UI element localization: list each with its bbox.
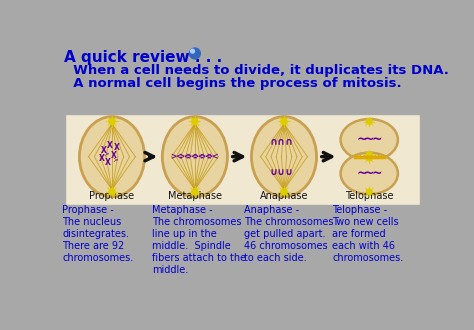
Text: ≻: ≻ — [112, 157, 118, 163]
Text: X: X — [101, 146, 107, 155]
Ellipse shape — [341, 119, 398, 161]
Ellipse shape — [162, 116, 228, 197]
Text: ∩: ∩ — [269, 136, 277, 147]
Ellipse shape — [251, 116, 317, 197]
Text: ~: ~ — [356, 133, 367, 146]
Text: ><: >< — [200, 152, 212, 161]
Circle shape — [190, 48, 201, 59]
Text: Telophase -
Two new cells
are formed
each with 46
chromosomes.: Telophase - Two new cells are formed eac… — [332, 205, 403, 263]
Text: Metaphase -
The chromosomes
line up in the
middle.  Spindle
fibers attach to the: Metaphase - The chromosomes line up in t… — [152, 205, 246, 275]
Text: X: X — [104, 158, 110, 167]
Text: When a cell needs to divide, it duplicates its DNA.: When a cell needs to divide, it duplicat… — [64, 64, 449, 77]
Ellipse shape — [80, 116, 145, 197]
Text: X: X — [110, 150, 117, 160]
Text: A normal cell begins the process of mitosis.: A normal cell begins the process of mito… — [64, 77, 401, 89]
Text: X: X — [99, 154, 105, 163]
Text: X: X — [107, 141, 112, 150]
Text: X: X — [114, 143, 119, 152]
Circle shape — [281, 118, 287, 124]
Text: Metaphase: Metaphase — [168, 191, 222, 201]
Text: ~: ~ — [364, 133, 374, 146]
Text: Anaphase: Anaphase — [260, 191, 308, 201]
Text: ~: ~ — [372, 133, 383, 146]
Circle shape — [109, 118, 115, 124]
Text: ~: ~ — [356, 167, 367, 180]
Circle shape — [109, 189, 115, 195]
Text: Telophase: Telophase — [345, 191, 393, 201]
Text: Prophase: Prophase — [90, 191, 135, 201]
Circle shape — [191, 49, 194, 53]
Text: Prophase -
The nucleus
disintegrates.
There are 92
chromosomes.: Prophase - The nucleus disintegrates. Th… — [63, 205, 134, 263]
Circle shape — [366, 189, 372, 194]
Circle shape — [192, 189, 198, 195]
Text: A quick review . . .: A quick review . . . — [64, 50, 222, 65]
Circle shape — [366, 119, 372, 124]
Circle shape — [366, 155, 372, 161]
Text: ≻: ≻ — [103, 150, 109, 156]
Text: ><: >< — [207, 152, 219, 161]
Text: ~: ~ — [364, 167, 374, 180]
Text: ><: >< — [178, 152, 191, 161]
Text: ><: >< — [171, 152, 183, 161]
Circle shape — [192, 118, 198, 124]
Ellipse shape — [341, 153, 398, 194]
Text: ~: ~ — [372, 167, 383, 180]
Circle shape — [366, 152, 372, 158]
Text: ∪: ∪ — [285, 167, 292, 177]
Text: ∩: ∩ — [285, 136, 292, 147]
Text: ∩: ∩ — [277, 136, 285, 147]
Text: Anaphase -
The chromosomes
get pulled apart.
46 chromosomes
to each side.: Anaphase - The chromosomes get pulled ap… — [244, 205, 333, 263]
Text: ∪: ∪ — [269, 167, 277, 177]
Text: ∪: ∪ — [277, 167, 285, 177]
Text: ><: >< — [192, 152, 205, 161]
Circle shape — [281, 189, 287, 195]
FancyBboxPatch shape — [65, 114, 420, 205]
Text: ><: >< — [185, 152, 198, 161]
